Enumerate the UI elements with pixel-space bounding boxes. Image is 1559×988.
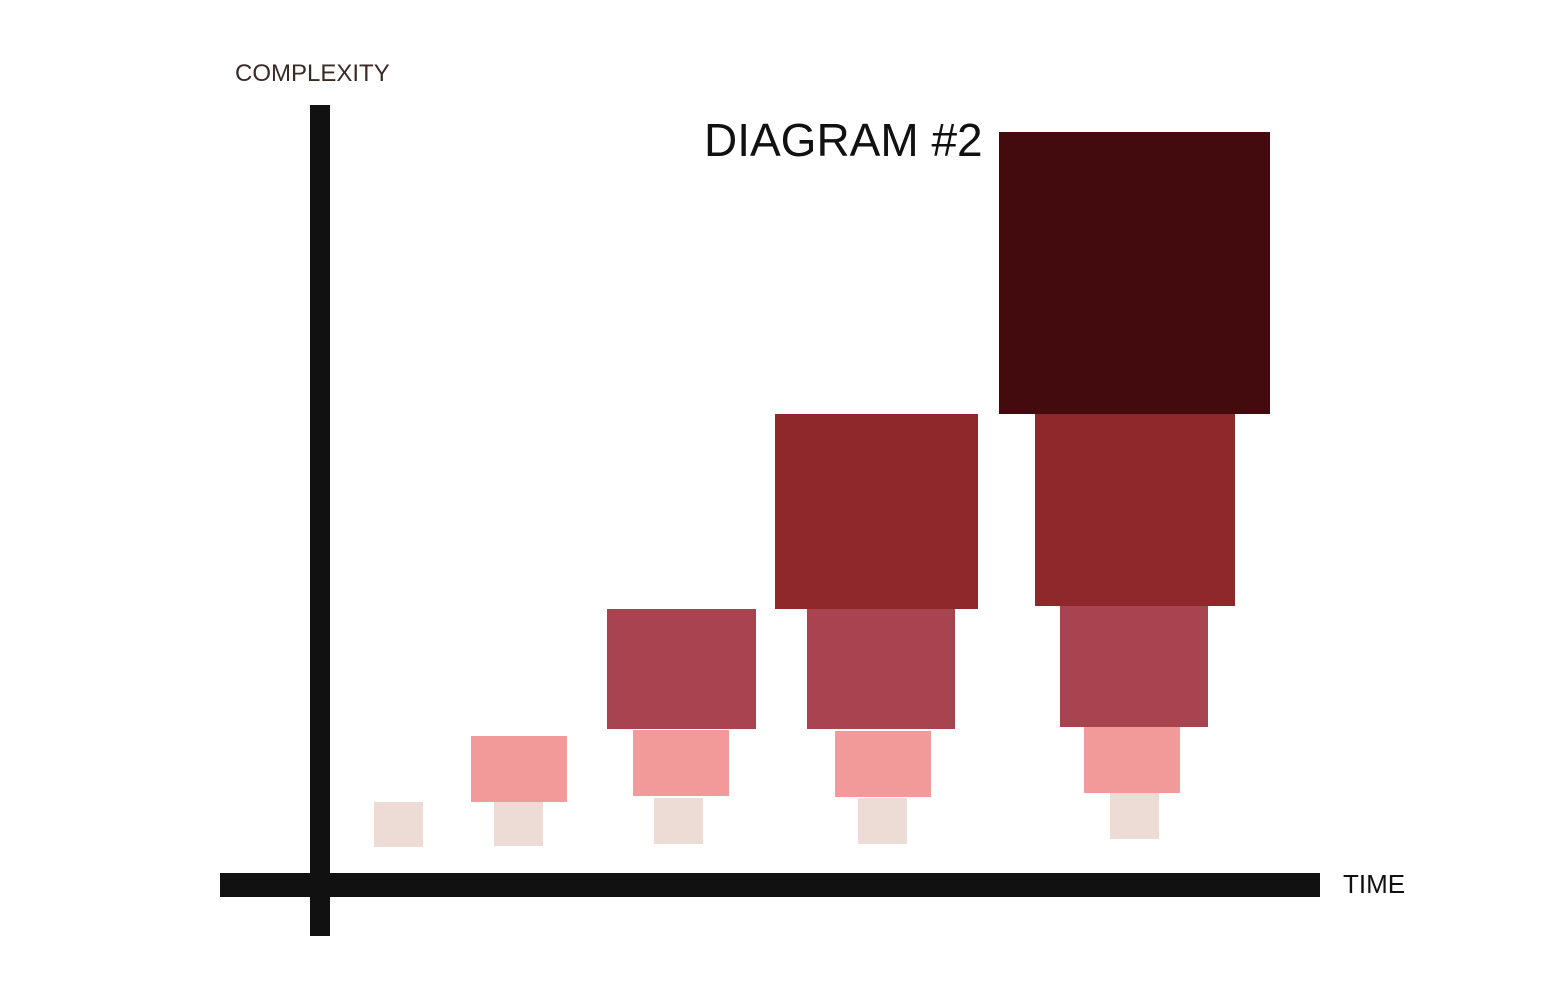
block [494,802,543,846]
block [858,798,907,844]
block [633,730,729,796]
block [1035,414,1235,606]
diagram-title: DIAGRAM #2 [704,114,983,166]
block [807,609,955,729]
block [374,802,423,847]
x-axis [220,873,1320,897]
block [1060,606,1208,727]
y-axis [310,105,330,936]
block [1110,793,1159,839]
block [607,609,756,729]
block [1084,727,1180,793]
block [775,414,978,609]
block [835,731,931,797]
y-axis-label: COMPLEXITY [235,60,390,87]
block [999,132,1270,414]
block [471,736,567,802]
block [654,798,703,844]
x-axis-label: TIME [1343,869,1405,899]
